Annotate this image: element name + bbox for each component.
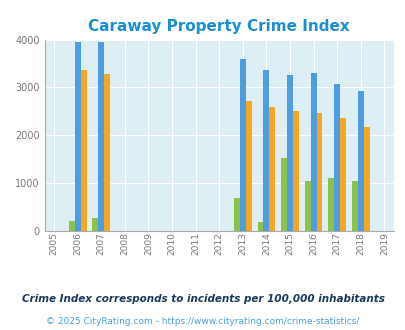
Bar [351,181,357,231]
Bar [333,83,339,231]
Bar [269,107,275,231]
Bar [304,181,310,231]
Text: © 2025 CityRating.com - https://www.cityrating.com/crime-statistics/: © 2025 CityRating.com - https://www.city… [46,317,359,326]
Text: Crime Index corresponds to incidents per 100,000 inhabitants: Crime Index corresponds to incidents per… [21,294,384,304]
Bar [328,178,333,231]
Bar [257,222,263,231]
Bar [357,91,363,231]
Bar [281,158,286,231]
Bar [81,70,86,231]
Bar [339,118,345,231]
Bar [233,197,239,231]
Bar [75,42,81,231]
Bar [363,127,369,231]
Bar [310,73,316,231]
Bar [292,112,298,231]
Bar [69,221,75,231]
Bar [316,113,322,231]
Bar [92,218,98,231]
Bar [104,74,110,231]
Bar [98,42,104,231]
Bar [245,101,251,231]
Bar [286,76,292,231]
Title: Caraway Property Crime Index: Caraway Property Crime Index [88,19,349,34]
Bar [263,70,269,231]
Bar [239,59,245,231]
